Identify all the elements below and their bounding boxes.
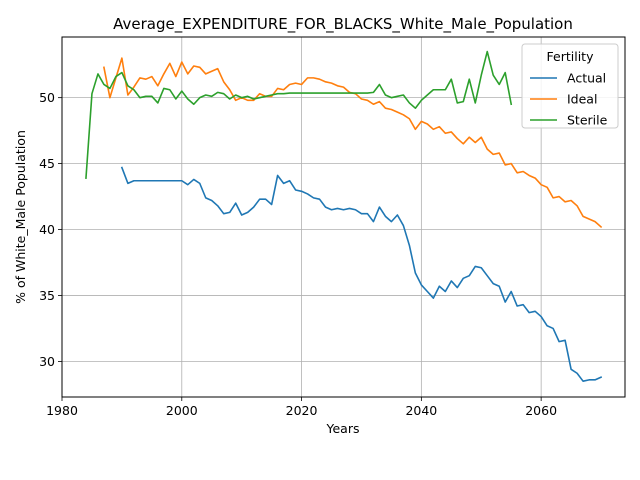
legend-item-actual: Actual [530,71,606,86]
x-tick-label: 1980 [46,403,78,418]
plot-frame [61,36,626,398]
legend-label: Ideal [567,92,597,107]
y-tick-label: 40 [39,222,55,237]
y-tick-label: 30 [39,354,55,369]
series-line-actual [120,166,603,382]
x-tick-label: 2000 [166,403,198,418]
x-tick-label: 2060 [525,403,557,418]
legend-label: Sterile [567,113,608,128]
y-tick-label: 35 [39,288,55,303]
legend-title: Fertility [547,49,595,64]
legend-box [521,43,619,129]
x-axis: 1980 2000 2020 2040 2060 [46,397,557,418]
legend-items: Actual Ideal Sterile [530,71,608,128]
x-axis-title: Years [326,421,360,436]
x-tick-label: 2040 [405,403,437,418]
x-tick-label: 2020 [286,403,318,418]
legend: Fertility Actual Ideal Sterile [521,43,619,129]
series-line-sterile [85,50,513,179]
series-layer [85,50,603,382]
chart-title: Average_EXPENDITURE_FOR_BLACKS_White_Mal… [113,15,573,34]
y-axis-title: % of White_Male Population [13,130,28,304]
y-tick-label: 50 [39,90,55,105]
legend-item-sterile: Sterile [530,113,608,128]
y-tick-label: 45 [39,156,55,171]
y-axis: 30 35 40 45 50 [39,90,62,369]
legend-label: Actual [567,71,606,86]
legend-item-ideal: Ideal [530,92,597,107]
